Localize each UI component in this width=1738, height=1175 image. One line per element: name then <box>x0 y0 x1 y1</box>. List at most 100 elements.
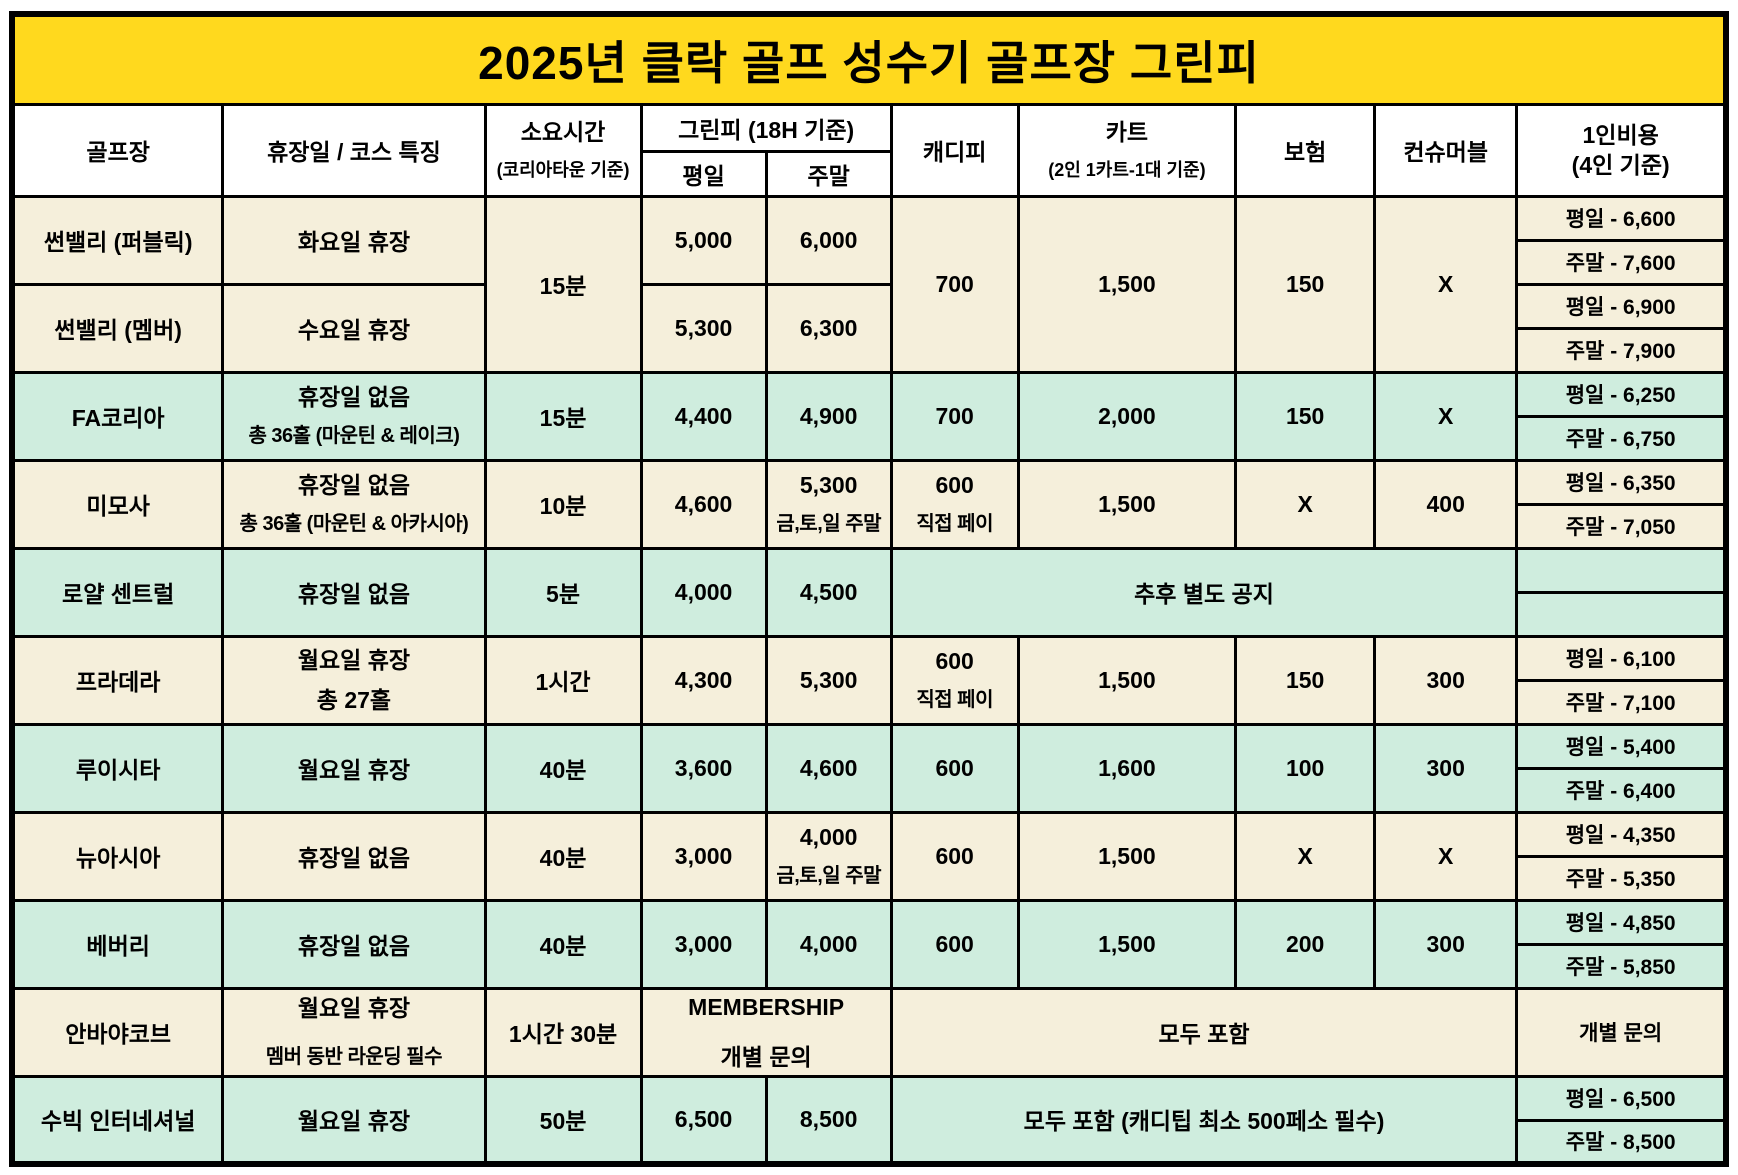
cell-content: 월요일 휴장 멤버 동반 라운딩 필수 <box>227 996 480 1067</box>
insurance-fee: 150 <box>1234 370 1377 462</box>
cart-fee: 1,500 <box>1016 458 1238 550</box>
cell-content: 월요일 휴장 총 27홀 <box>227 648 480 712</box>
course-name: 수빅 인터네셔널 <box>10 1074 225 1166</box>
greenfee-weekend: 4,600 <box>764 722 893 814</box>
page-title: 2025년 클락 골프 성수기 골프장 그린피 <box>10 12 1728 106</box>
closed-info: 화요일 휴장 <box>221 194 487 286</box>
cost-weekend: 주말 - 7,600 <box>1515 238 1728 286</box>
cost-weekday: 평일 - 6,250 <box>1515 370 1728 418</box>
insurance-fee: X <box>1234 458 1377 550</box>
closed-line-2: 총 36홀 (마운틴 & 레이크) <box>248 424 460 447</box>
closed-line-2: 멤버 동반 라운딩 필수 <box>265 1045 443 1068</box>
cart-fee: 1,500 <box>1016 898 1238 990</box>
duration: 40분 <box>483 722 643 814</box>
duration: 50분 <box>483 1074 643 1166</box>
duration-note: (코리아타운 기준) <box>496 159 630 180</box>
course-name: FA코리아 <box>10 370 225 462</box>
cost-weekend <box>1515 590 1728 638</box>
insurance-fee: 200 <box>1234 898 1377 990</box>
duration: 10분 <box>483 458 643 550</box>
col-header-per-person: 1인비용 (4인 기준) <box>1515 102 1728 198</box>
col-header-weekend: 주말 <box>764 149 893 198</box>
cell-content: 소요시간 (코리아타운 기준) <box>490 120 637 179</box>
table-row: 주말 - 7,100 <box>12 678 1728 726</box>
weekend-fee: 4,000 <box>799 824 858 851</box>
greenfee-weekend: 4,000 금,토,일 주말 <box>764 810 893 902</box>
course-name: 썬밸리 (퍼블릭) <box>10 194 225 286</box>
course-name: 루이시타 <box>10 722 225 814</box>
col-header-cart: 카트 (2인 1카트-1대 기준) <box>1016 102 1238 198</box>
closed-line-1: 월요일 휴장 <box>297 995 411 1022</box>
cost-weekend: 주말 - 7,900 <box>1515 326 1728 374</box>
duration: 40분 <box>483 898 643 990</box>
caddy-amount: 600 <box>935 472 974 499</box>
weekend-note: 금,토,일 주말 <box>776 864 882 887</box>
table-row <box>12 590 1728 638</box>
cell-content: 휴장일 없음 총 36홀 (마운틴 & 레이크) <box>227 385 480 446</box>
greenfee-weekend: 5,300 금,토,일 주말 <box>764 458 893 550</box>
course-name: 뉴아시아 <box>10 810 225 902</box>
all-included-note: 모두 포함 <box>889 986 1519 1078</box>
caddy-amount: 600 <box>935 648 974 675</box>
consumable-fee: 400 <box>1373 458 1519 550</box>
closed-info: 휴장일 없음 <box>221 898 487 990</box>
cost-weekday: 평일 - 4,350 <box>1515 810 1728 858</box>
closed-line-2: 총 27홀 <box>316 687 392 713</box>
table-row: 수빅 인터네셔널 월요일 휴장 50분 6,500 8,500 모두 포함 (캐… <box>10 1074 1728 1166</box>
cost-weekday: 평일 - 6,600 <box>1515 194 1728 242</box>
insurance-fee: X <box>1234 810 1377 902</box>
caddy-fee: 700 <box>889 194 1020 374</box>
caddy-note: 직접 페이 <box>916 512 993 535</box>
table-row: FA코리아 휴장일 없음 총 36홀 (마운틴 & 레이크) 15분 4,400… <box>10 370 1728 462</box>
col-header-caddy: 캐디피 <box>889 102 1020 198</box>
closed-info: 월요일 휴장 총 27홀 <box>221 634 487 726</box>
insurance-fee: 150 <box>1234 634 1377 726</box>
caddy-fee: 600 <box>889 898 1020 990</box>
greenfee-weekday: 3,000 <box>639 898 768 990</box>
consumable-fee: 300 <box>1373 634 1519 726</box>
table-row: 뉴아시아 휴장일 없음 40분 3,000 4,000 금,토,일 주말 600… <box>10 810 1728 902</box>
cost-weekday <box>1515 546 1728 594</box>
consumable-fee: X <box>1373 194 1519 374</box>
course-name: 베버리 <box>10 898 225 990</box>
greenfee-weekend: 6,300 <box>764 282 893 374</box>
closed-info: 휴장일 없음 총 36홀 (마운틴 & 아카시아) <box>221 458 487 550</box>
closed-info: 월요일 휴장 멤버 동반 라운딩 필수 <box>221 986 487 1078</box>
greenfee-weekday: 5,000 <box>639 194 768 286</box>
duration: 1시간 30분 <box>483 986 643 1078</box>
greenfee-weekend: 4,900 <box>764 370 893 462</box>
duration: 15분 <box>483 194 643 374</box>
cell-content: 4,000 금,토,일 주말 <box>771 825 887 886</box>
table-row: 주말 - 7,050 <box>12 502 1728 550</box>
table-row: 썬밸리 (퍼블릭) 화요일 휴장 15분 5,000 6,000 700 1,5… <box>10 194 1728 374</box>
table-row: 주말 - 7,600 <box>12 238 1728 286</box>
cost-weekend: 주말 - 6,400 <box>1515 766 1728 814</box>
course-name: 로얄 센트럴 <box>10 546 225 638</box>
cost-weekend: 주말 - 7,050 <box>1515 502 1728 550</box>
greenfee-weekday: 4,400 <box>639 370 768 462</box>
course-name: 미모사 <box>10 458 225 550</box>
greenfee-weekend: 6,000 <box>764 194 893 286</box>
per-person-note: (4인 기준) <box>1571 152 1670 178</box>
closed-line-1: 휴장일 없음 <box>297 472 411 499</box>
greenfee-weekday: 4,600 <box>639 458 768 550</box>
consumable-fee: X <box>1373 810 1519 902</box>
notice: 추후 별도 공지 <box>889 546 1519 638</box>
table-row: 주말 - 8,500 <box>12 1118 1728 1166</box>
greenfee-weekday: 4,000 <box>639 546 768 638</box>
cell-content: MEMBERSHIP 개별 문의 <box>646 995 887 1069</box>
cost-weekend: 주말 - 8,500 <box>1515 1118 1728 1166</box>
cell-content: 1인비용 (4인 기준) <box>1521 123 1720 177</box>
cost-weekend: 주말 - 5,350 <box>1515 854 1728 902</box>
cost-weekday: 평일 - 6,100 <box>1515 634 1728 682</box>
cart-fee: 1,500 <box>1016 194 1238 374</box>
greenfee-weekend: 8,500 <box>764 1074 893 1166</box>
closed-info: 월요일 휴장 <box>221 1074 487 1166</box>
closed-info: 수요일 휴장 <box>221 282 487 374</box>
duration-label: 소요시간 <box>520 119 606 146</box>
cost-weekend: 주말 - 7,100 <box>1515 678 1728 726</box>
col-header-duration: 소요시간 (코리아타운 기준) <box>483 102 643 198</box>
course-name: 프라데라 <box>10 634 225 726</box>
closed-line-2: 총 36홀 (마운틴 & 아카시아) <box>239 512 469 535</box>
table-row: 주말 - 6,750 <box>12 414 1728 462</box>
